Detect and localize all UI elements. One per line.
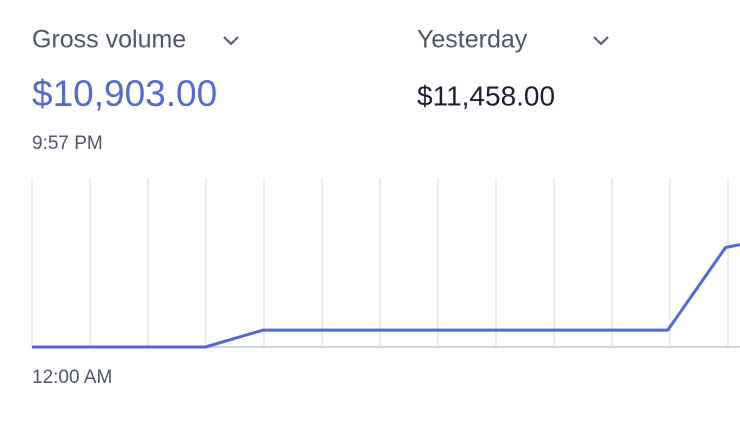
chart xyxy=(31,178,740,349)
metric-chevron[interactable] xyxy=(223,36,239,46)
metric-label[interactable]: Gross volume xyxy=(32,26,186,54)
metric-value: $10,903.00 xyxy=(32,73,217,114)
volume-line xyxy=(32,243,740,349)
compare-chevron[interactable] xyxy=(593,36,609,46)
x-start-label: 12:00 AM xyxy=(32,367,112,388)
compare-label[interactable]: Yesterday xyxy=(417,26,528,54)
current-time: 9:57 PM xyxy=(32,133,103,154)
compare-value: $11,458.00 xyxy=(417,80,555,111)
